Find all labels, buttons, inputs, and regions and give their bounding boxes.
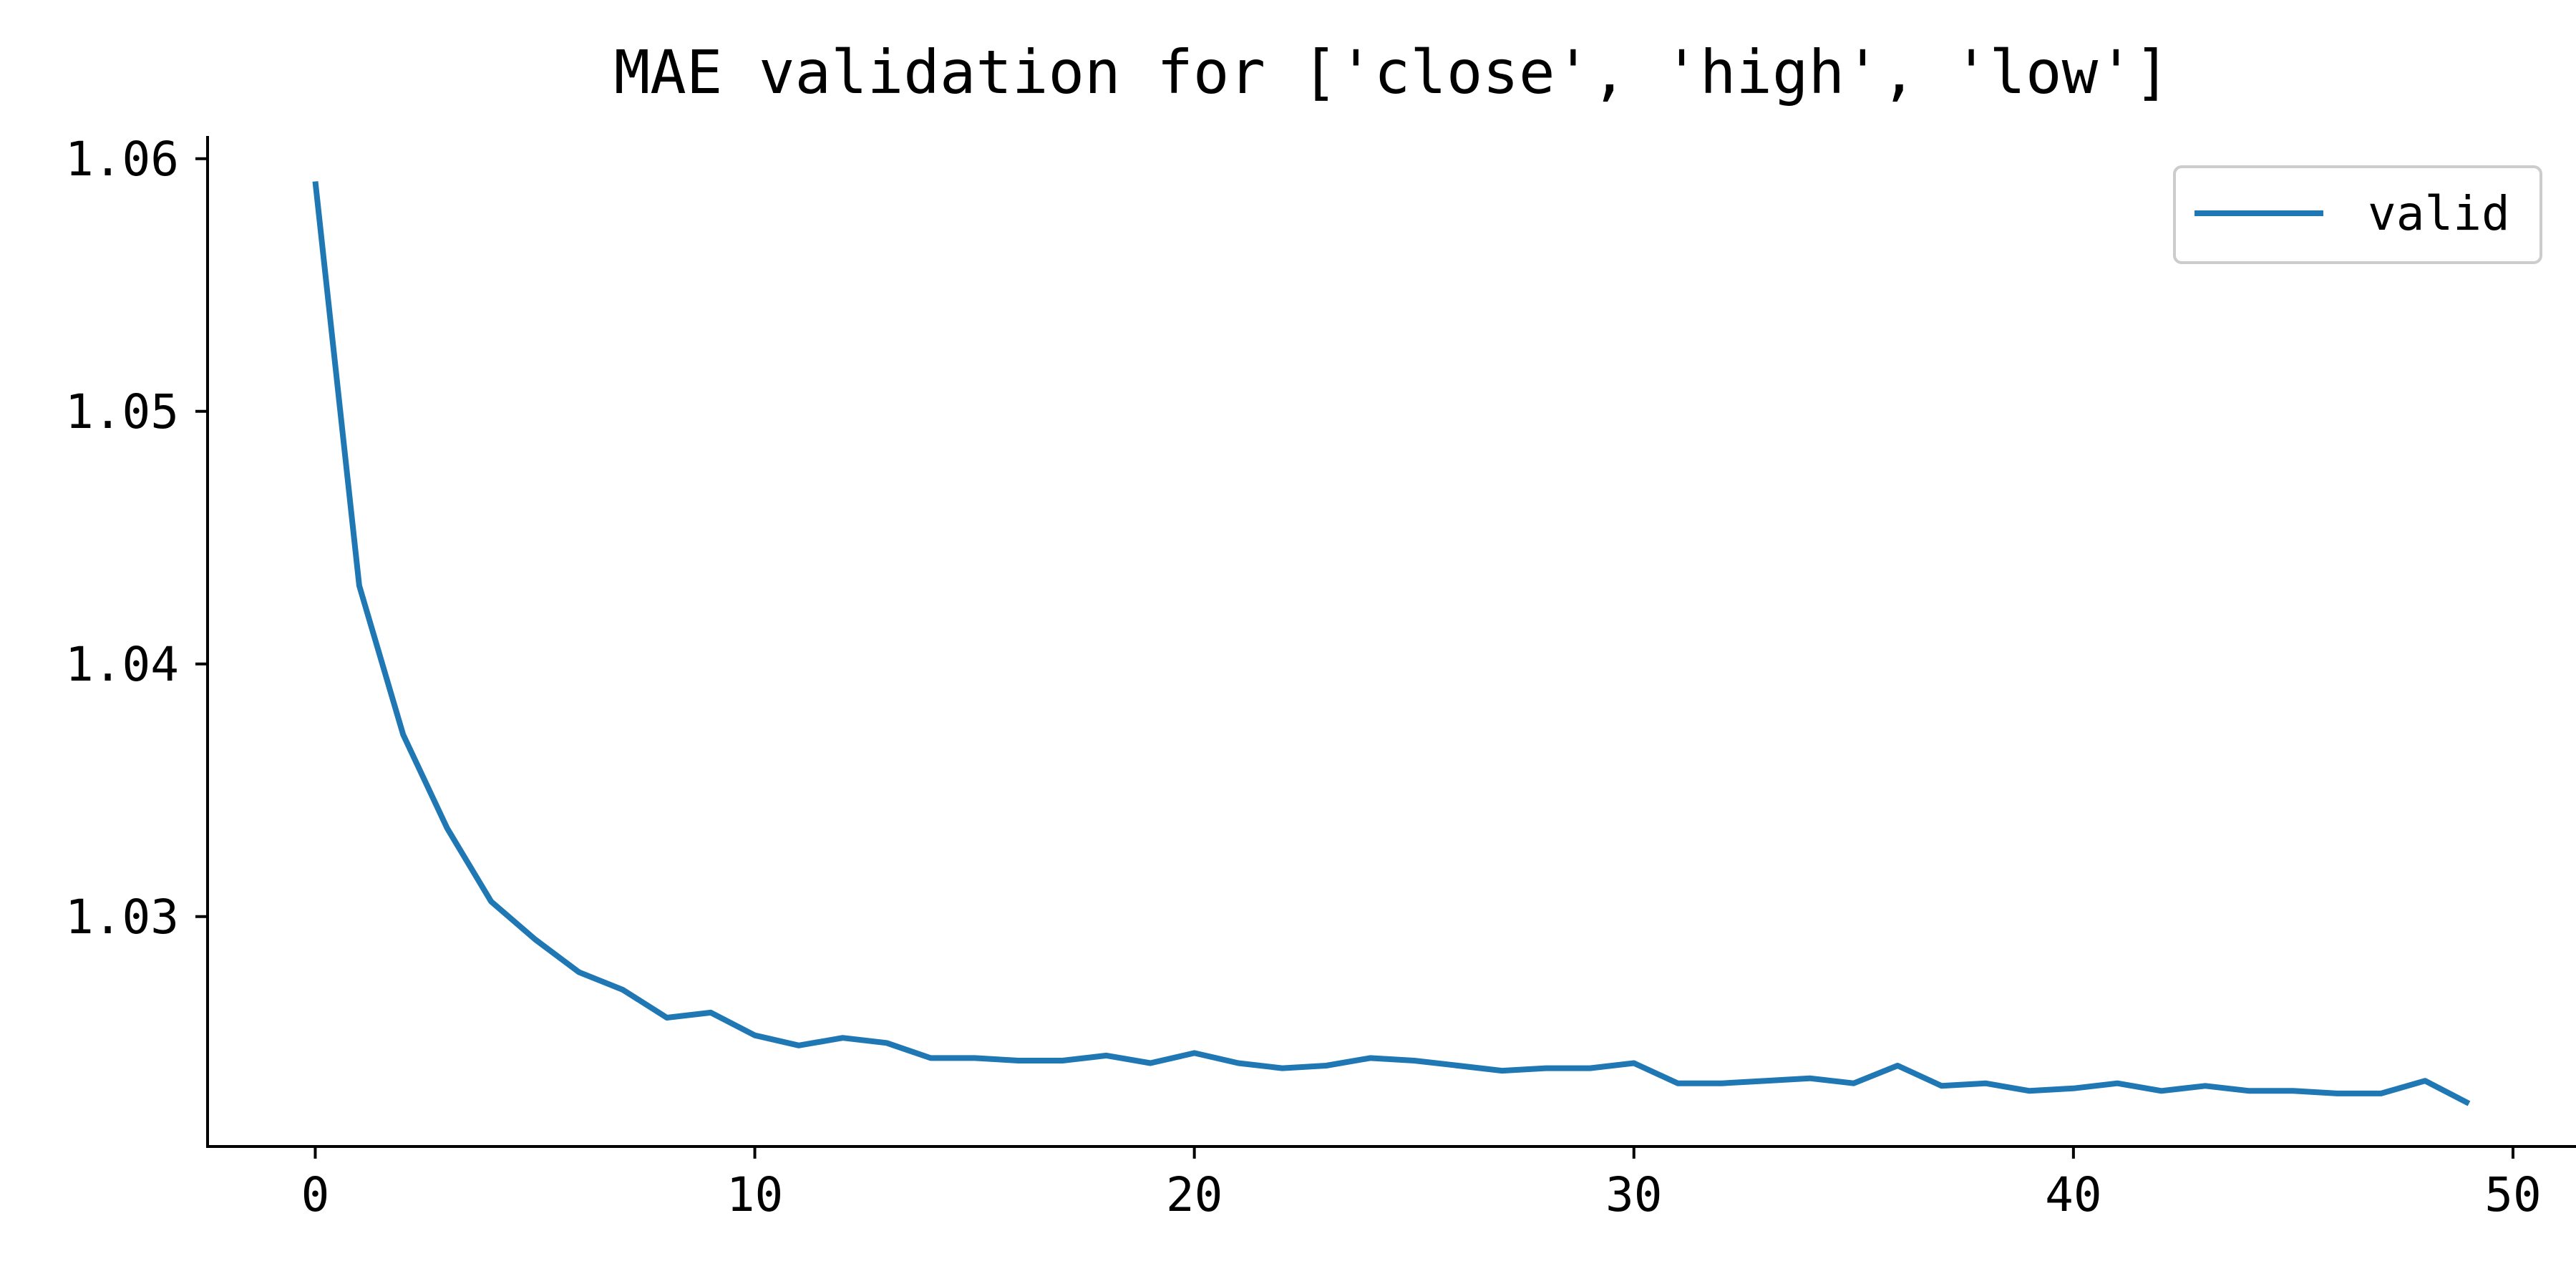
chart-title: MAE validation for ['close', 'high', 'lo…: [614, 37, 2171, 107]
series-line-valid: [312, 181, 2471, 1106]
x-tick-label: 30: [1605, 1167, 1662, 1222]
legend: valid: [2173, 165, 2542, 264]
legend-frame: [2173, 165, 2542, 264]
y-tick-label: 1.05: [65, 384, 179, 439]
x-tick-label: 20: [1166, 1167, 1223, 1222]
legend-label: valid: [2368, 186, 2510, 241]
series-layer: [312, 181, 2471, 1106]
x-tick-label: 0: [301, 1167, 330, 1222]
axes: 0 10 20 30 40 50 1.03 1.04 1.05 1.06: [65, 132, 2576, 1222]
x-tick-label: 10: [726, 1167, 783, 1222]
y-tick-label: 1.06: [65, 132, 179, 187]
y-tick-label: 1.03: [65, 890, 179, 945]
x-tick-label: 50: [2484, 1167, 2541, 1222]
x-tick-label: 40: [2045, 1167, 2101, 1222]
y-tick-label: 1.04: [65, 637, 179, 692]
